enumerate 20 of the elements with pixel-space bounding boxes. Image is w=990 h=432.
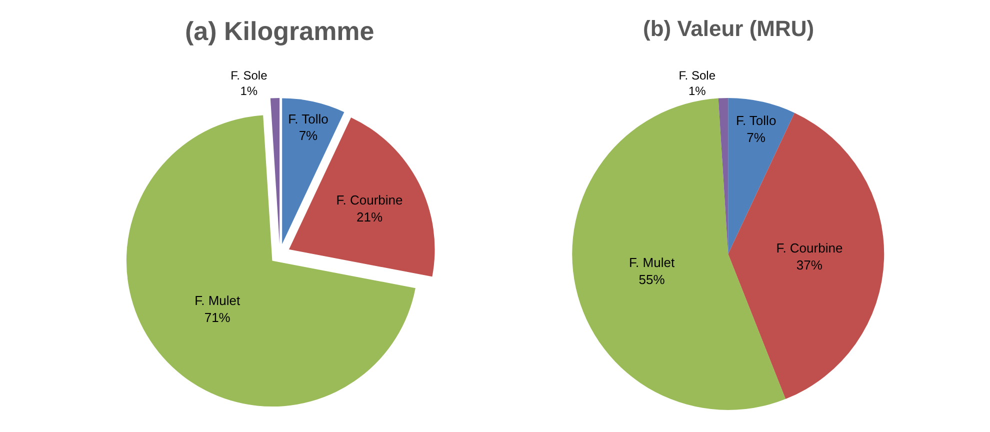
pie-slice — [728, 112, 884, 400]
slice-label: F. Tollo — [288, 111, 328, 126]
data-label: 1% — [688, 84, 706, 98]
data-label: 21% — [356, 209, 383, 224]
data-label: 7% — [298, 128, 318, 144]
data-label: 71% — [204, 310, 231, 325]
pie-slice — [572, 98, 786, 410]
data-label: 1% — [240, 84, 258, 98]
slice-label: F. Mulet — [194, 293, 240, 308]
chart-title: (a) Kilogramme — [185, 16, 374, 46]
slice-label: F. Tollo — [736, 113, 776, 128]
slice-label: F. Courbine — [776, 240, 843, 256]
slice-label: F. Sole — [678, 68, 716, 82]
data-label: 7% — [746, 130, 766, 145]
slice-label: F. Mulet — [629, 255, 675, 270]
slice-label: F. Courbine — [336, 192, 403, 208]
data-label: 37% — [796, 258, 823, 273]
data-label: 55% — [638, 272, 666, 287]
slice-label: F. Sole — [230, 68, 268, 82]
chart-title: (b) Valeur (MRU) — [643, 16, 814, 41]
